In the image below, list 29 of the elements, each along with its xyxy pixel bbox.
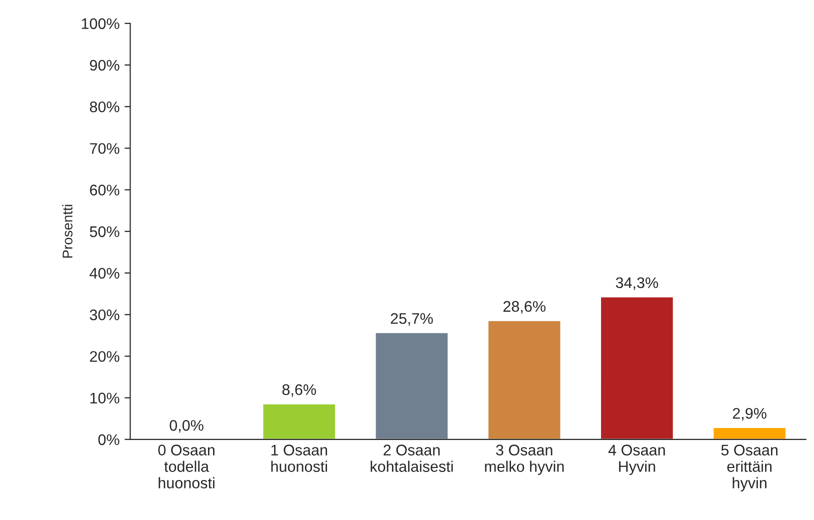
data-label: 8,6%	[282, 384, 316, 397]
x-tick-label: 0 Osaan todella huonosti	[158, 444, 214, 488]
bar	[487, 320, 562, 440]
x-tick-label: 1 Osaan huonosti	[271, 444, 328, 472]
y-tick-label: 90%	[90, 60, 120, 71]
data-label: 2,9%	[732, 408, 766, 421]
y-tick-label: 10%	[90, 392, 120, 404]
bar	[262, 402, 336, 440]
y-tick-label: 80%	[90, 101, 120, 112]
x-tick-label: 5 Osaan erittäin hyvin	[721, 444, 778, 492]
bar	[712, 426, 787, 440]
x-tick-label: 2 Osaan kohtalaisesti	[370, 444, 453, 472]
data-label: 25,7%	[390, 313, 433, 326]
x-tick-label: 3 Osaan melko hyvin	[485, 444, 564, 475]
y-tick-label: 0%	[98, 434, 120, 446]
data-label: 0,0%	[170, 420, 204, 433]
y-axis-title: Prosentti	[62, 204, 72, 258]
x-tick-label: 4 Osaan Hyvin	[608, 444, 665, 475]
y-tick-label: 20%	[90, 351, 120, 362]
data-label: 34,3%	[616, 277, 658, 290]
y-tick-label: 40%	[90, 268, 120, 279]
y-tick-label: 70%	[90, 143, 120, 154]
y-tick-label: 100%	[82, 18, 120, 30]
y-tick-label: 60%	[90, 184, 120, 196]
bar	[600, 296, 674, 440]
y-tick-label: 50%	[90, 226, 120, 238]
y-tick-label: 30%	[90, 309, 120, 320]
bar	[374, 332, 450, 440]
data-label: 28,6%	[503, 301, 546, 314]
